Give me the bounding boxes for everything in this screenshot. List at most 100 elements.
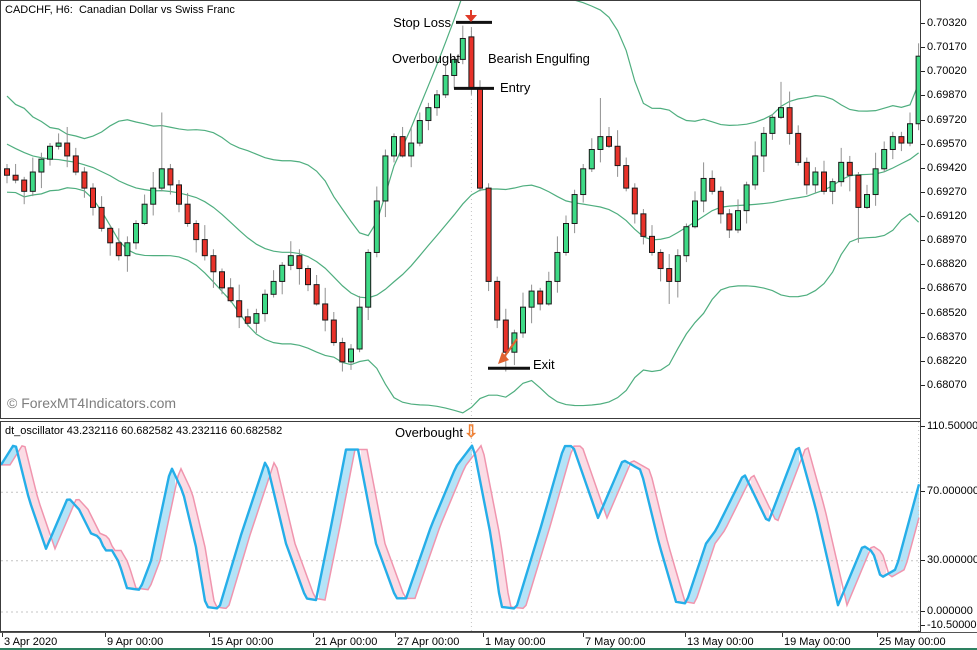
bull-candle <box>769 116 776 134</box>
overbought-down-arrow-icon: ⇩ <box>464 422 479 441</box>
bull-candle <box>674 255 681 282</box>
price-axis-label: 0.70170 <box>927 41 967 54</box>
bull-candle <box>881 148 888 170</box>
oscillator-axis-label: -10.500000 <box>927 619 977 631</box>
oscillator-fill <box>361 449 403 599</box>
price-axis-tick <box>921 240 925 242</box>
price-axis-label: 0.68070 <box>927 379 967 391</box>
axis-divider <box>920 0 921 632</box>
oscillator-fill <box>889 484 919 577</box>
bull-candle <box>408 142 415 157</box>
bear-candle <box>219 271 225 289</box>
time-axis-tick <box>395 633 396 637</box>
oscillator-axis-tick <box>921 625 925 626</box>
price-chart-panel[interactable]: CADCHF, H6: Canadian Dollar vs Swiss Fra… <box>0 0 921 419</box>
time-axis-label: 15 Apr 00:00 <box>211 636 274 648</box>
chart-title: CADCHF, H6: Canadian Dollar vs Swiss Fra… <box>5 4 235 16</box>
bull-candle <box>55 142 62 147</box>
price-axis-tick <box>921 336 925 338</box>
bull-candle <box>778 107 784 118</box>
indicator-label: dt_oscillator 43.232116 60.682582 43.232… <box>5 425 283 437</box>
bear-candle <box>236 300 243 318</box>
bull-candle <box>133 223 139 244</box>
bull-candle <box>545 280 552 305</box>
bear-candle <box>468 36 475 89</box>
time-axis-tick <box>105 633 106 637</box>
time-axis-tick <box>483 633 484 637</box>
bull-candle <box>434 94 440 109</box>
time-axis-tick <box>782 633 783 637</box>
bear-candle <box>4 168 10 176</box>
bear-candle <box>640 213 647 237</box>
time-axis-tick <box>2 633 3 637</box>
bull-candle <box>692 200 698 228</box>
bull-candle <box>391 136 397 157</box>
bear-candle <box>623 165 630 189</box>
oscillator-axis-label: 110.500000 <box>927 421 977 432</box>
bear-candle <box>494 280 501 321</box>
bull-candle <box>47 145 53 160</box>
bear-candle <box>313 284 320 305</box>
bull-candle <box>270 280 277 295</box>
bear-candle <box>898 136 905 144</box>
time-axis-tick <box>583 633 584 637</box>
oscillator-axis-label: 70.000000 <box>927 485 977 498</box>
time-axis-label: 25 May 00:00 <box>879 636 946 648</box>
bull-candle <box>571 194 578 225</box>
bear-candle <box>614 145 621 167</box>
bear-candle <box>305 268 311 286</box>
bearish-engulfing-label: Bearish Engulfing <box>488 51 590 66</box>
price-axis-tick <box>921 216 925 218</box>
exit-arrow-icon <box>503 338 518 358</box>
bull-candle <box>563 223 569 253</box>
price-axis-label: 0.70020 <box>927 65 967 78</box>
bear-candle <box>795 132 802 163</box>
bear-candle <box>657 251 664 270</box>
bull-candle <box>150 187 157 205</box>
time-axis-tick <box>877 633 878 637</box>
price-chart-canvas[interactable] <box>1 1 920 418</box>
bear-candle <box>477 87 483 189</box>
price-axis-tick <box>921 47 925 49</box>
oscillator-fill <box>802 447 841 606</box>
time-axis-label: 1 May 00:00 <box>485 636 546 648</box>
oscillator-canvas[interactable] <box>1 422 920 631</box>
price-axis-label: 0.68820 <box>927 258 967 271</box>
bear-candle <box>339 342 346 363</box>
exit-arrow-icon <box>498 352 509 364</box>
price-axis-tick <box>921 191 925 193</box>
price-axis-label: 0.69570 <box>927 137 967 150</box>
bull-candle <box>554 251 561 282</box>
price-axis-tick <box>921 119 925 121</box>
bull-candle <box>864 194 870 208</box>
bull-candle <box>760 132 767 157</box>
price-axis-tick <box>921 264 925 266</box>
bull-candle <box>124 242 131 257</box>
bear-candle <box>21 179 28 192</box>
entry-label: Entry <box>500 80 531 95</box>
bull-candle <box>838 161 845 183</box>
price-axis-tick <box>921 167 925 169</box>
bear-candle <box>64 142 71 157</box>
bear-candle <box>81 171 88 189</box>
bear-candle <box>709 177 716 192</box>
bull-candle <box>588 148 595 170</box>
oscillator-fill <box>631 460 685 604</box>
bollinger-lower-band <box>6 187 920 414</box>
bull-candle <box>365 251 372 308</box>
oscillator-panel[interactable]: dt_oscillator 43.232116 60.682582 43.232… <box>0 421 921 632</box>
bull-candle <box>287 255 294 266</box>
oscillator-fill <box>871 546 886 577</box>
price-axis-tick <box>921 95 925 97</box>
bull-candle <box>889 136 896 150</box>
price-axis-tick <box>921 360 925 362</box>
bull-candle <box>262 293 268 315</box>
oscillator-fill <box>574 446 601 518</box>
overbought-oscillator-label: Overbought <box>395 425 463 440</box>
price-axis-label: 0.68520 <box>927 306 967 319</box>
time-axis-label: 3 Apr 2020 <box>4 636 58 648</box>
price-axis-tick <box>921 71 925 73</box>
bull-candle <box>907 123 913 144</box>
bull-candle <box>752 155 759 186</box>
time-axis: 3 Apr 2020 9 Apr 00:00 15 Apr 00:00 21 Apr … <box>0 632 977 648</box>
